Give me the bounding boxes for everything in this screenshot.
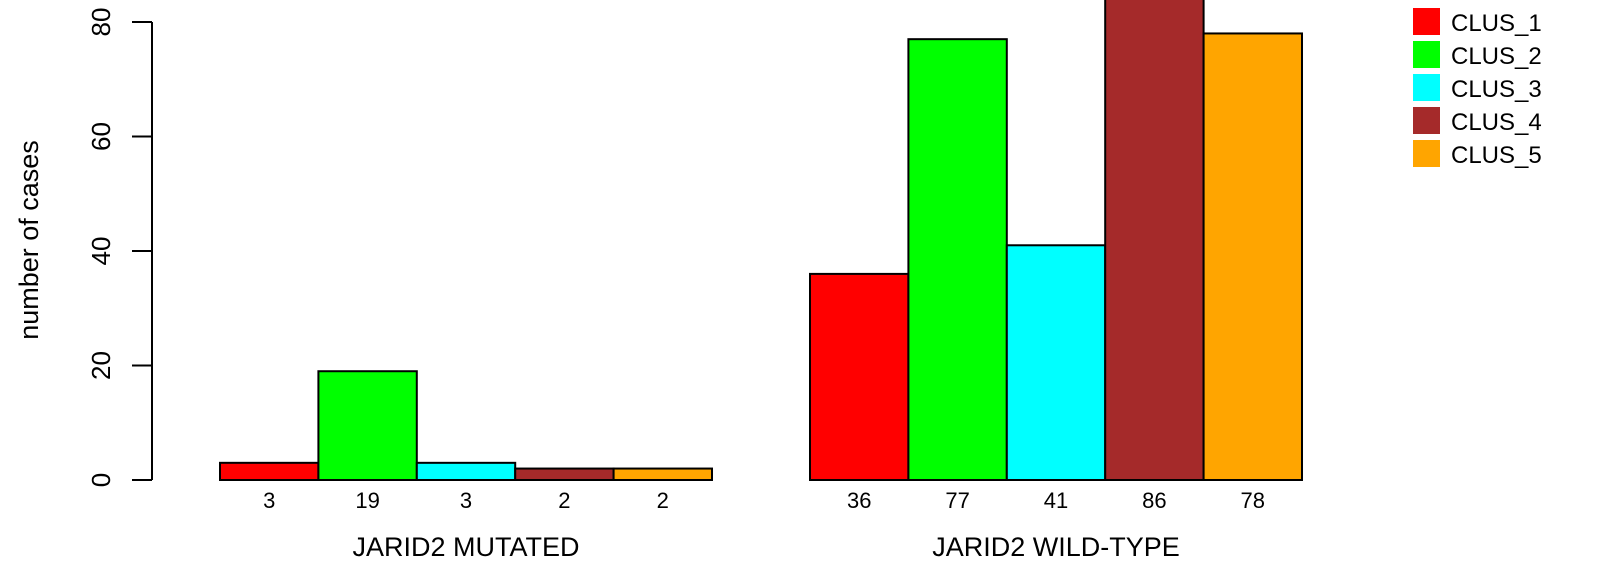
- legend: CLUS_1 CLUS_2 CLUS_3 CLUS_4 CLUS_5: [1413, 8, 1542, 169]
- bar-count-label: 77: [945, 488, 969, 513]
- legend-swatch: [1413, 74, 1440, 101]
- bars: [219, 0, 1303, 482]
- legend-swatch: [1413, 107, 1440, 134]
- legend-swatch: [1413, 8, 1440, 35]
- bar: [514, 467, 615, 481]
- bar: [907, 38, 1008, 482]
- y-tick-label: 0: [86, 473, 116, 487]
- bar-count-label: 86: [1142, 488, 1166, 513]
- group-label: JARID2 MUTATED: [352, 532, 579, 562]
- bar-count-label: 2: [558, 488, 570, 513]
- bar-count-label: 2: [657, 488, 669, 513]
- legend-label: CLUS_4: [1451, 109, 1542, 136]
- bar: [1005, 244, 1107, 481]
- legend-swatch: [1413, 140, 1440, 167]
- bar: [1202, 32, 1303, 481]
- legend-swatch: [1413, 41, 1440, 68]
- bar-count-label: 78: [1241, 488, 1265, 513]
- bar: [612, 467, 713, 481]
- bar-count-label: 41: [1044, 488, 1068, 513]
- bar-count-label: 3: [263, 488, 275, 513]
- legend-label: CLUS_2: [1451, 43, 1542, 70]
- y-axis: 0 20 40 60 80: [86, 8, 153, 487]
- bar: [809, 272, 910, 481]
- y-tick-label: 40: [86, 237, 116, 266]
- y-tick-label: 20: [86, 351, 116, 380]
- group-label: JARID2 WILD-TYPE: [932, 532, 1180, 562]
- count-labels: 3 19 3 2 2 36 77 41 86 78: [263, 488, 1265, 513]
- group-labels: JARID2 MUTATED JARID2 WILD-TYPE: [352, 532, 1179, 562]
- bar: [317, 370, 418, 482]
- bar-count-label: 3: [460, 488, 472, 513]
- bar: [219, 461, 320, 482]
- bar: [1104, 0, 1205, 482]
- bar-count-label: 36: [847, 488, 871, 513]
- legend-label: CLUS_3: [1451, 76, 1542, 103]
- bar: [415, 461, 517, 482]
- legend-label: CLUS_1: [1451, 10, 1542, 37]
- y-tick-label: 80: [86, 8, 116, 37]
- legend-label: CLUS_5: [1451, 142, 1542, 169]
- y-tick-label: 60: [86, 122, 116, 151]
- bar-count-label: 19: [355, 488, 379, 513]
- y-axis-label: number of cases: [14, 140, 44, 340]
